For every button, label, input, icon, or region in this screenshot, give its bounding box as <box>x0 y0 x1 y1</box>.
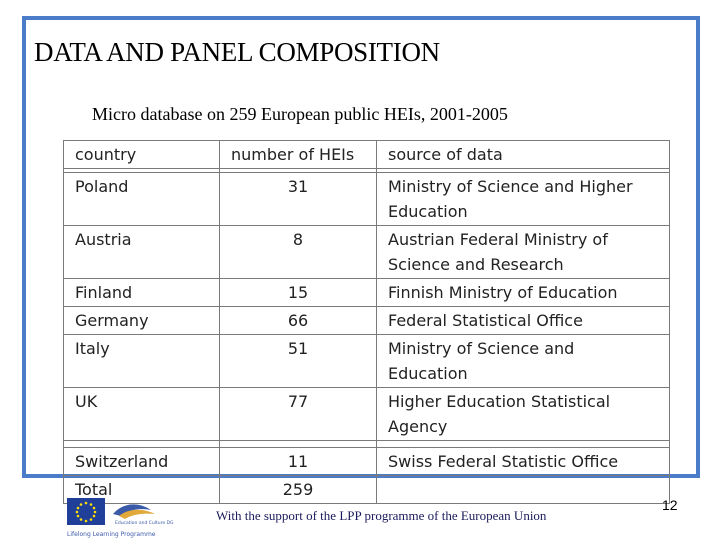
slide-frame: DATA AND PANEL COMPOSITION Micro databas… <box>22 16 700 504</box>
cell-source: Finnish Ministry of Education <box>376 278 670 307</box>
cell-count: 77 <box>219 387 377 441</box>
cell-country: UK <box>63 387 220 441</box>
cell-country: Austria <box>63 225 220 279</box>
eu-flag-icon <box>67 498 105 525</box>
cell-country: Finland <box>63 278 220 307</box>
header-source: source of data <box>376 140 670 169</box>
table-header-row: country number of HEIs source of data <box>63 140 670 169</box>
header-number: number of HEIs <box>219 140 377 169</box>
table-row: UK 77 Higher Education Statistical Agenc… <box>63 387 670 441</box>
cell-source: Ministry of Science and Education <box>376 334 670 388</box>
cell-country: Italy <box>63 334 220 388</box>
page-number: 12 <box>662 497 678 513</box>
cell-source: Swiss Federal Statistic Office <box>376 447 670 476</box>
dg-caption: Education and Culture DG <box>115 520 174 526</box>
cell-count: 51 <box>219 334 377 388</box>
cell-country: Germany <box>63 306 220 335</box>
cell-count: 11 <box>219 447 377 476</box>
cell-country: Poland <box>63 172 220 226</box>
spacer-row <box>63 440 670 448</box>
llp-bird-icon <box>113 504 155 519</box>
subtitle: Micro database on 259 European public HE… <box>92 104 508 124</box>
table-row: Switzerland 11 Swiss Federal Statistic O… <box>63 447 670 476</box>
cell-country: Total <box>63 475 220 504</box>
llp-caption: Lifelong Learning Programme <box>67 531 156 538</box>
table-row: Austria 8 Austrian Federal Ministry of S… <box>63 225 670 279</box>
footer-support-text: With the support of the LPP programme of… <box>216 508 547 523</box>
table-row-total: Total 259 <box>63 475 670 504</box>
page-title: DATA AND PANEL COMPOSITION <box>34 37 440 67</box>
cell-source: Austrian Federal Ministry of Science and… <box>376 225 670 279</box>
table-row: Poland 31 Ministry of Science and Higher… <box>63 172 670 226</box>
table-row: Italy 51 Ministry of Science and Educati… <box>63 334 670 388</box>
cell-count: 8 <box>219 225 377 279</box>
cell-country: Switzerland <box>63 447 220 476</box>
cell-source: Federal Statistical Office <box>376 306 670 335</box>
cell-count: 15 <box>219 278 377 307</box>
data-table: country number of HEIs source of data Po… <box>63 140 670 504</box>
table-row: Finland 15 Finnish Ministry of Education <box>63 278 670 307</box>
cell-count: 66 <box>219 306 377 335</box>
programme-logos: Education and Culture DG Lifelong Learni… <box>65 496 175 540</box>
cell-source: Ministry of Science and Higher Education <box>376 172 670 226</box>
table-row: Germany 66 Federal Statistical Office <box>63 306 670 335</box>
cell-count: 259 <box>219 475 377 504</box>
header-country: country <box>63 140 220 169</box>
cell-source: Higher Education Statistical Agency <box>376 387 670 441</box>
logo-graphic: Education and Culture DG Lifelong Learni… <box>67 498 174 538</box>
cell-count: 31 <box>219 172 377 226</box>
cell-source <box>376 475 670 504</box>
